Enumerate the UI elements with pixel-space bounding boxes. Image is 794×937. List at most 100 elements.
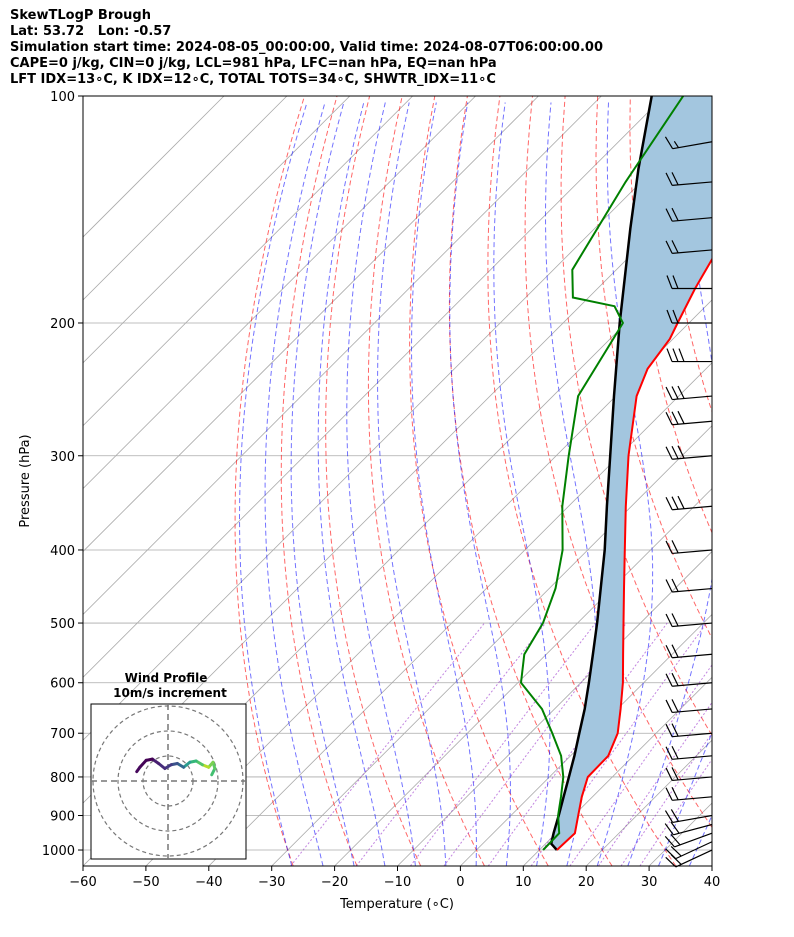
dewpoint-line [519, 96, 685, 851]
x-tick-label: 10 [515, 875, 532, 890]
indices-label-1: CAPE=0 j/kg, CIN=0 j/kg, LCL=981 hPa, LF… [10, 56, 497, 71]
isotherm-line [83, 96, 539, 553]
wind-barb [665, 385, 713, 401]
wind-barb [665, 767, 713, 782]
isotherm-line [523, 676, 712, 866]
wind-barb [664, 821, 713, 836]
mixing-ratio-line [487, 622, 668, 866]
isotherm-line [145, 299, 712, 866]
wind-barb [665, 841, 713, 860]
y-tick-label: 400 [50, 544, 75, 559]
wind-barb [665, 613, 713, 628]
wind-barb [665, 445, 713, 460]
mixing-ratio-line [639, 758, 712, 866]
moist-adiabat-line [264, 102, 326, 866]
mixing-ratio-line [355, 622, 546, 866]
isotherm-line [83, 96, 288, 301]
isotherm-line [83, 96, 476, 490]
dry-adiabat-line [662, 96, 712, 414]
moist-adiabat-line [493, 102, 551, 866]
y-tick-label: 200 [50, 317, 75, 332]
wind-barb [665, 540, 713, 555]
wind-barb [665, 699, 713, 714]
chart-header: SkewTLogP Brough Lat: 53.72 Lon: -0.57 S… [10, 8, 603, 88]
wind-barb [666, 348, 712, 363]
y-tick-label: 300 [50, 450, 75, 465]
x-tick-label: −30 [258, 875, 285, 890]
x-tick-label: −20 [321, 875, 348, 890]
dry-adiabat-line [280, 96, 358, 866]
wind-barb [665, 786, 713, 801]
wind-barb [665, 207, 713, 222]
wind-barb [666, 309, 712, 324]
isotherm-line [271, 425, 712, 866]
time-label: Simulation start time: 2024-08-05_00:00:… [10, 40, 603, 55]
hodograph-ring [117, 730, 219, 832]
mixing-ratio-line [443, 622, 627, 866]
y-tick-label: 1000 [42, 844, 75, 859]
isotherm-line [83, 96, 225, 238]
inset-title: Wind Profile [125, 671, 208, 685]
y-axis-label: Pressure (hPa) [18, 434, 33, 527]
dry-adiabat-line [234, 96, 305, 866]
mixing-ratio-line [620, 732, 712, 866]
wind-barb [665, 723, 713, 738]
temperature-line [556, 257, 712, 851]
wind-barb [665, 495, 713, 511]
wind-barb [664, 832, 713, 848]
indices-label-2: LFT IDX=13∘C, K IDX=12∘C, TOTAL TOTS=34∘… [10, 72, 496, 87]
y-tick-label: 800 [50, 771, 75, 786]
x-axis-label: Temperature (∘C) [339, 897, 454, 912]
isotherm-line [208, 362, 712, 866]
mixing-ratio-line [597, 701, 712, 866]
moist-adiabat-line [239, 102, 308, 866]
y-tick-label: 500 [50, 617, 75, 632]
wind-profile-inset: Wind Profile 10m/s increment [90, 671, 247, 860]
parcel-profile-line [549, 96, 653, 851]
x-tick-label: −60 [69, 875, 96, 890]
x-tick-label: 30 [641, 875, 658, 890]
x-tick-label: −50 [132, 875, 159, 890]
location-label: Lat: 53.72 Lon: -0.57 [10, 24, 172, 39]
isotherm-line [83, 96, 602, 615]
wind-barb [665, 578, 713, 593]
isotherm-line [83, 96, 413, 427]
moist-adiabat-line [346, 102, 416, 866]
dry-adiabat-line [761, 96, 794, 866]
x-tick-label: −40 [195, 875, 222, 890]
moist-adiabat-line [627, 102, 712, 866]
dry-adiabat-line [325, 96, 422, 866]
wind-barb [665, 746, 713, 760]
moist-adiabat-line [290, 102, 355, 866]
moist-adiabat-line [720, 103, 794, 867]
dry-adiabat-line [409, 96, 549, 866]
mixing-ratio-line [569, 664, 712, 866]
moist-adiabat-line [410, 102, 477, 866]
wind-barb [665, 410, 713, 426]
wind-barb [665, 644, 713, 659]
moist-adiabat-line [377, 102, 447, 866]
y-tick-label: 900 [50, 810, 75, 825]
y-tick-label: 100 [50, 90, 75, 105]
x-tick-label: 40 [704, 875, 721, 890]
mixing-ratio-line [409, 622, 596, 866]
dry-adiabat-line [487, 96, 677, 866]
isotherm-line [83, 96, 665, 678]
inset-subtitle: 10m/s increment [113, 686, 227, 700]
wind-barb [666, 275, 712, 290]
mixing-ratio-line [290, 622, 485, 866]
dry-adiabat-line [367, 96, 485, 866]
isotherm-line [397, 550, 712, 866]
area-fill [551, 96, 712, 850]
x-tick-label: 0 [456, 875, 464, 890]
moist-adiabat-line [658, 731, 712, 866]
hodograph-segment [138, 758, 148, 769]
y-tick-label: 600 [50, 677, 75, 692]
isotherm-line [334, 488, 712, 866]
isotherm-line [83, 96, 351, 364]
dry-adiabat-line [728, 96, 794, 866]
wind-barb [665, 172, 713, 186]
dry-adiabat-line [560, 96, 712, 737]
x-tick-label: −10 [384, 875, 411, 890]
